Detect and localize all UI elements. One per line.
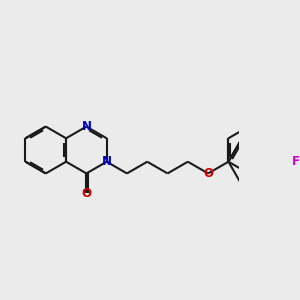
Text: O: O [203, 167, 213, 180]
Text: F: F [292, 155, 300, 168]
Text: N: N [81, 120, 92, 133]
Text: O: O [81, 187, 92, 200]
Text: N: N [102, 155, 112, 168]
